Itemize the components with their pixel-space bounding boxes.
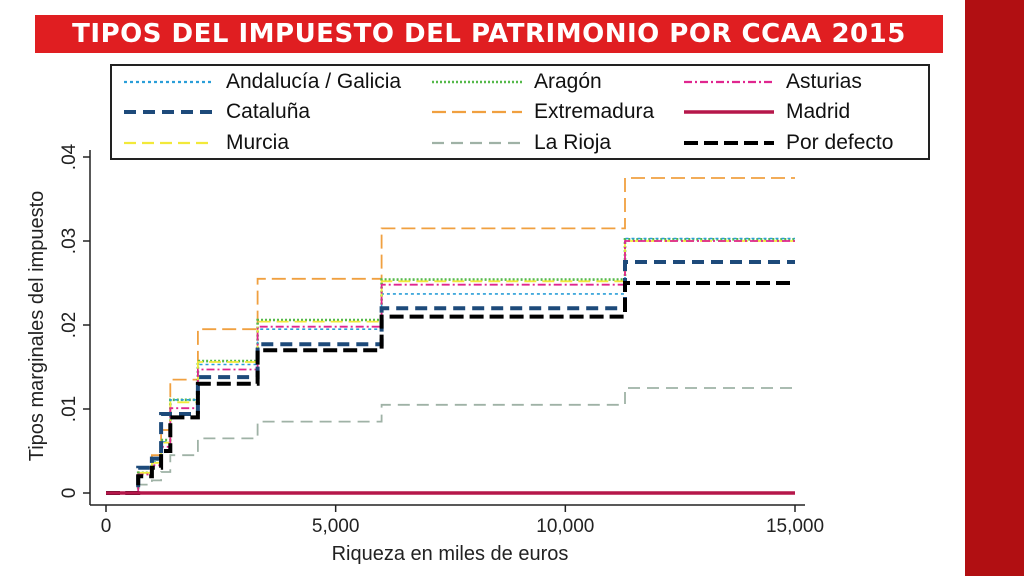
- series-line-andalucia-galicia: [106, 237, 795, 494]
- legend-label: Extremadura: [534, 100, 655, 123]
- legend-label: Cataluña: [226, 100, 311, 123]
- legend-item: Asturias: [684, 69, 862, 95]
- x-axis-label: Riqueza en miles de euros: [332, 543, 569, 565]
- legend-label: Por defecto: [786, 131, 894, 154]
- legend-swatch: [432, 110, 522, 114]
- legend-item: Andalucía / Galicia: [124, 69, 401, 95]
- legend-swatch: [124, 80, 214, 84]
- legend-label: Madrid: [786, 100, 851, 123]
- chart-title: TIPOS DEL IMPUESTO DEL PATRIMONIO POR CC…: [72, 19, 906, 49]
- series-line-aragon: [106, 238, 795, 495]
- y-tick-label: .01: [59, 396, 80, 422]
- y-tick-label: .03: [59, 228, 80, 254]
- legend-label: La Rioja: [534, 131, 612, 154]
- chart-title-banner: TIPOS DEL IMPUESTO DEL PATRIMONIO POR CC…: [35, 15, 943, 53]
- legend-item: Madrid: [684, 99, 850, 125]
- series-line-la-rioja: [106, 387, 795, 494]
- series-line-por-defecto: [106, 281, 795, 495]
- series-line-asturias: [106, 240, 795, 494]
- legend-label: Andalucía / Galicia: [226, 70, 402, 93]
- legend-item: Extremadura: [432, 99, 654, 125]
- x-tick-label: 10,000: [536, 516, 594, 537]
- series-line-cataluna: [106, 260, 795, 495]
- axes: 0 .01 .02 .03 .04 0 5,000 10,000 15,000: [59, 143, 824, 537]
- legend-swatch: [432, 141, 522, 145]
- y-axis-label: Tipos marginales del impuesto: [26, 191, 48, 462]
- legend-label: Murcia: [226, 131, 290, 154]
- chart-legend: Andalucía / Galicia Aragón Asturias Cataluñ…: [110, 64, 930, 160]
- series-line-extremadura: [106, 177, 795, 494]
- series-lines: [106, 177, 795, 495]
- legend-item: Por defecto: [684, 130, 893, 156]
- legend-label: Aragón: [534, 70, 602, 93]
- legend-swatch: [684, 80, 774, 84]
- side-band: [965, 0, 1024, 576]
- legend-item: Aragón: [432, 69, 602, 95]
- y-tick-label: 0: [59, 488, 80, 499]
- legend-swatch: [684, 110, 774, 114]
- legend-swatch: [124, 110, 214, 114]
- legend-swatch: [124, 141, 214, 145]
- x-tick-label: 0: [101, 516, 112, 537]
- legend-swatch: [432, 80, 522, 84]
- legend-item: La Rioja: [432, 130, 611, 156]
- y-tick-label: .04: [59, 143, 80, 170]
- x-tick-label: 5,000: [312, 516, 360, 537]
- legend-swatch: [684, 141, 774, 145]
- y-tick-label: .02: [59, 312, 80, 338]
- legend-item: Murcia: [124, 130, 289, 156]
- legend-item: Cataluña: [124, 99, 310, 125]
- series-line-murcia: [106, 240, 795, 494]
- x-tick-label: 15,000: [766, 516, 824, 537]
- legend-label: Asturias: [786, 70, 862, 93]
